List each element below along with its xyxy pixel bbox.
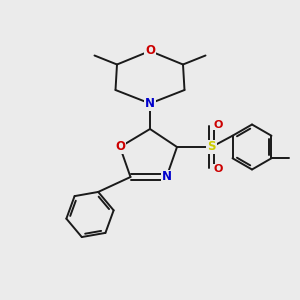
Text: S: S: [207, 140, 216, 154]
Text: N: N: [145, 97, 155, 110]
Text: N: N: [161, 170, 172, 184]
Text: O: O: [213, 164, 223, 175]
Text: O: O: [213, 119, 223, 130]
Text: O: O: [115, 140, 125, 154]
Text: O: O: [145, 44, 155, 58]
